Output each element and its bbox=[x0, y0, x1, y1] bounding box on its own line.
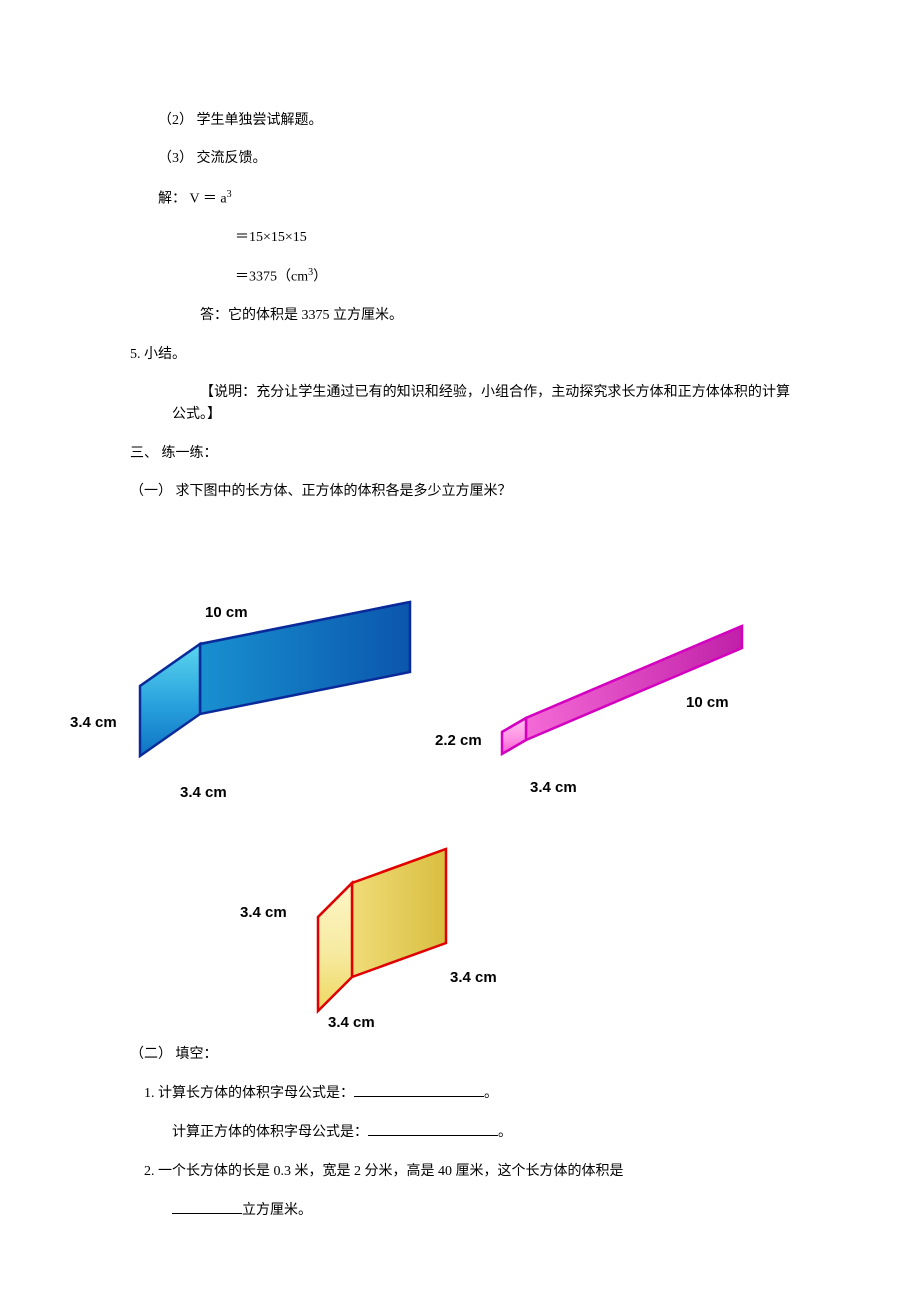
fill-2b: 立方厘米。 bbox=[130, 1199, 790, 1222]
sol1-sup: 3 bbox=[227, 189, 232, 200]
explanation: 【说明：充分让学生通过已有的知识和经验，小组合作，主动探究求长方体和正方体体积的… bbox=[130, 382, 790, 427]
pink-label-right: 10 cm bbox=[686, 694, 729, 711]
fill-1a-end: 。 bbox=[484, 1086, 498, 1101]
practice-q2-head: （二） 填空： bbox=[130, 1044, 790, 1066]
solution-line-2: ＝15×15×15 bbox=[130, 227, 790, 249]
section-3-practice: 三、 练一练： bbox=[130, 443, 790, 465]
blue-cuboid bbox=[130, 594, 420, 784]
sol3-post: ） bbox=[313, 270, 327, 285]
fill-1b: 计算正方体的体积字母公式是： 。 bbox=[130, 1121, 790, 1144]
blank-1[interactable] bbox=[354, 1082, 484, 1097]
pink-label-front: 2.2 cm bbox=[435, 732, 482, 749]
blue-label-bottom: 3.4 cm bbox=[180, 784, 227, 801]
pink-label-bottom: 3.4 cm bbox=[530, 779, 577, 796]
diagram-area: 10 cm 3.4 cm 3.4 cm bbox=[90, 574, 750, 1034]
sol3-pre: ＝3375（cm bbox=[235, 270, 308, 285]
blue-label-top: 10 cm bbox=[205, 604, 248, 621]
cube-label-bottom: 3.4 cm bbox=[328, 1014, 375, 1031]
fill-1a: 1. 计算长方体的体积字母公式是： 。 bbox=[130, 1082, 790, 1105]
cube-label-left: 3.4 cm bbox=[240, 904, 287, 921]
blue-label-left: 3.4 cm bbox=[70, 714, 117, 731]
step-2: （2） 学生单独尝试解题。 bbox=[130, 110, 790, 132]
pink-cuboid bbox=[490, 614, 760, 764]
sol1-pre: 解： V ＝ a bbox=[158, 191, 227, 206]
solution-line-3: ＝3375（cm3） bbox=[130, 265, 790, 289]
solution-line-1: 解： V ＝ a3 bbox=[130, 187, 790, 211]
practice-q1: （一） 求下图中的长方体、正方体的体积各是多少立方厘米？ bbox=[130, 481, 790, 503]
step-3: （3） 交流反馈。 bbox=[130, 148, 790, 170]
answer-line: 答：它的体积是 3375 立方厘米。 bbox=[130, 305, 790, 327]
section-5: 5. 小结。 bbox=[130, 344, 790, 366]
cube-label-right: 3.4 cm bbox=[450, 969, 497, 986]
fill-2b-text: 立方厘米。 bbox=[242, 1203, 312, 1218]
fill-1a-text: 1. 计算长方体的体积字母公式是： bbox=[144, 1086, 354, 1101]
fill-1b-end: 。 bbox=[498, 1125, 512, 1140]
fill-2a: 2. 一个长方体的长是 0.3 米，宽是 2 分米，高是 40 厘米，这个长方体… bbox=[130, 1161, 790, 1183]
fill-1b-text: 计算正方体的体积字母公式是： bbox=[172, 1125, 368, 1140]
blank-2[interactable] bbox=[368, 1121, 498, 1136]
blank-3[interactable] bbox=[172, 1199, 242, 1214]
